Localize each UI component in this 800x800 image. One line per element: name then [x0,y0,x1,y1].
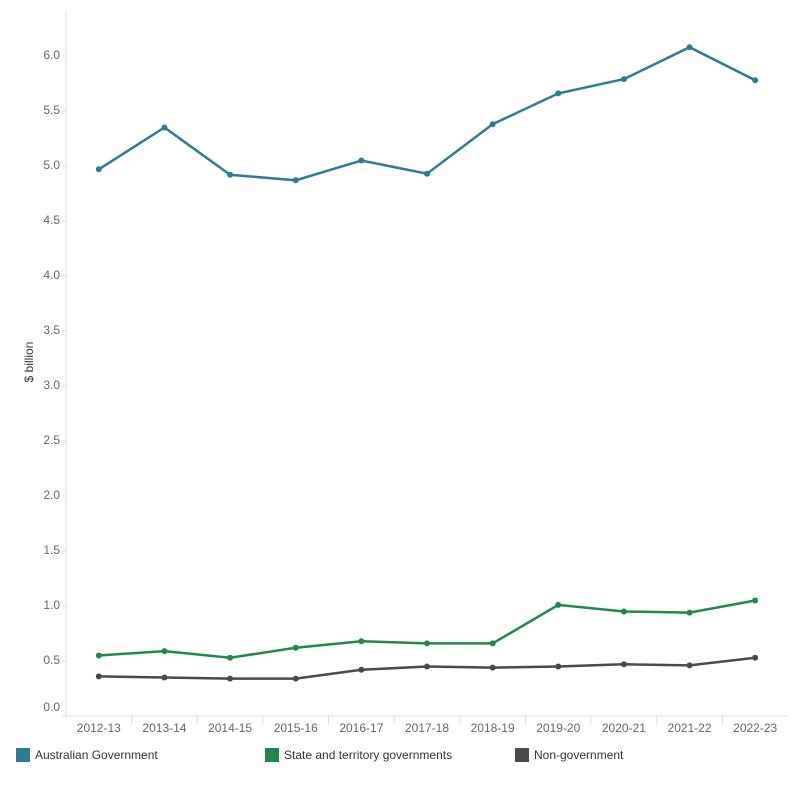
y-tick-label: 4.5 [43,213,60,227]
y-tick-label: 5.0 [43,158,60,172]
data-point [489,664,496,671]
data-point [620,608,627,615]
x-tick-label: 2018-19 [471,721,515,735]
y-axis-label: $ billion [22,342,36,383]
y-tick-label: 3.0 [43,378,60,392]
data-point [95,166,102,173]
data-point [555,90,562,97]
y-tick-label: 3.5 [43,323,60,337]
x-tick-label: 2020-21 [602,721,646,735]
series-line [98,599,756,659]
data-point [686,609,693,616]
data-point [686,662,693,669]
y-tick-label: 2.0 [43,488,60,502]
data-point [358,666,365,673]
y-tick-label: 6.0 [43,48,60,62]
data-point [752,597,759,604]
data-point [686,44,693,51]
data-point [227,171,234,178]
legend-label: State and territory governments [284,748,452,762]
data-point [620,76,627,83]
x-tick-label: 2019-20 [536,721,580,735]
legend-label: Australian Government [35,748,158,762]
series-line [98,45,756,182]
legend-swatch [16,748,30,762]
data-point [292,644,299,651]
data-point [752,654,759,661]
data-point [424,640,430,647]
y-tick-label: 4.0 [43,268,60,282]
data-point [620,661,627,668]
x-tick-label: 2015-16 [274,721,318,735]
x-tick-label: 2013-14 [142,721,186,735]
data-point [358,638,365,645]
data-point [489,121,496,128]
x-tick-label: 2022-23 [733,721,777,735]
data-point [161,674,168,681]
y-tick-label: 2.5 [43,433,60,447]
data-point [424,663,430,670]
data-point [95,673,102,680]
y-tick-label: 1.0 [43,598,60,612]
data-point [292,177,299,184]
y-tick-label: 1.5 [43,543,60,557]
data-point [358,157,365,164]
data-point [95,652,102,659]
data-point [292,675,299,682]
y-tick-label: 5.5 [43,103,60,117]
legend: Australian Government State and territory… [16,748,624,762]
y-tick-label: 0.5 [43,653,60,667]
x-tick-label: 2012-13 [77,721,121,735]
data-point [161,648,168,655]
x-tick-label: 2021-22 [668,721,712,735]
data-point [161,124,168,131]
y-tick-label: 0.0 [43,700,60,714]
data-point [555,663,562,670]
legend-label: Non-government [534,748,624,762]
x-tick-label: 2016-17 [339,721,383,735]
x-tick-label: 2017-18 [405,721,449,735]
legend-swatch [265,748,279,762]
data-point [555,601,562,608]
data-point [752,77,759,84]
data-point [227,654,234,661]
data-point [424,170,430,177]
x-tick-label: 2014-15 [208,721,252,735]
data-point [227,675,234,682]
data-point [489,640,496,647]
legend-swatch [515,748,529,762]
